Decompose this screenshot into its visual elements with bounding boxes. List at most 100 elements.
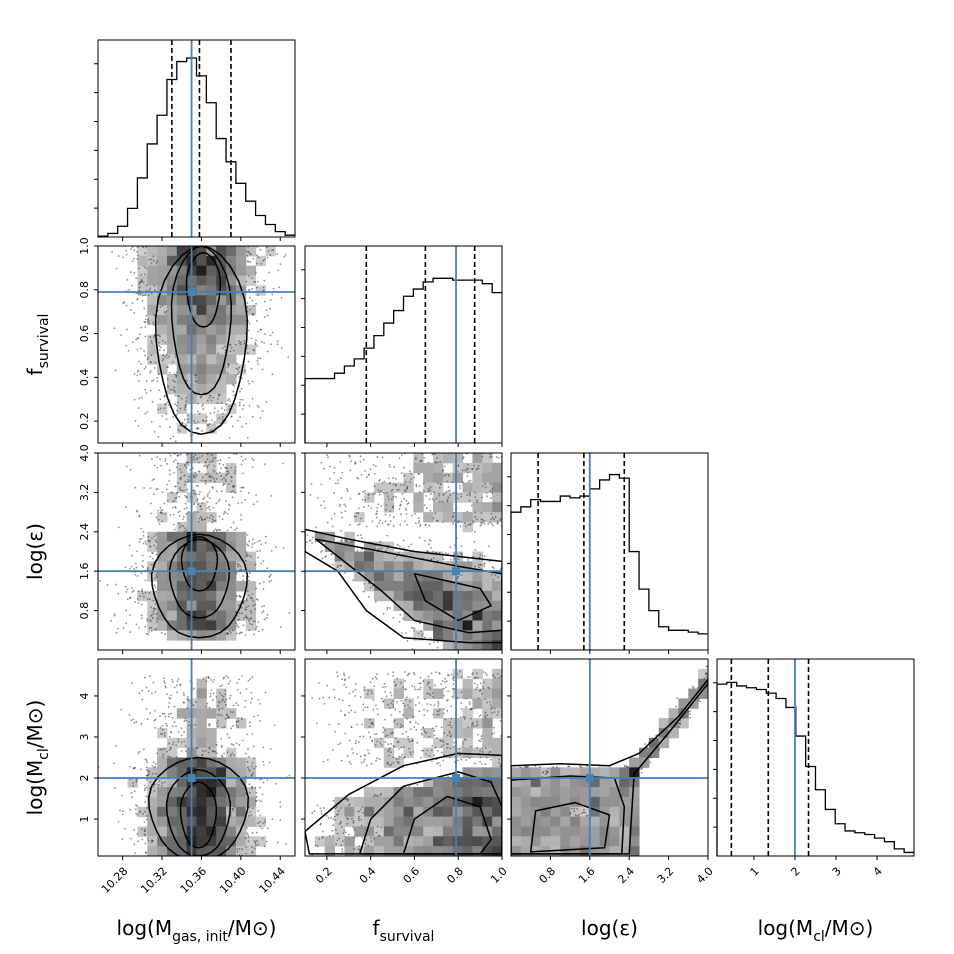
density-cell xyxy=(235,757,247,768)
sample-point xyxy=(405,499,408,502)
sample-point xyxy=(483,654,485,656)
sample-point xyxy=(458,666,460,668)
density-cell xyxy=(462,678,473,690)
sample-point xyxy=(113,612,116,615)
sample-point xyxy=(376,456,379,458)
sample-point xyxy=(141,838,144,841)
sample-point xyxy=(360,824,363,827)
density-cell xyxy=(373,571,385,582)
sample-point xyxy=(251,762,254,764)
density-cell xyxy=(413,551,424,562)
density-cell xyxy=(196,295,207,306)
sample-point xyxy=(142,566,144,569)
sample-point xyxy=(246,352,249,354)
sample-point xyxy=(110,620,112,622)
sample-point xyxy=(150,512,153,515)
sample-point xyxy=(392,483,395,486)
sample-point xyxy=(627,766,630,768)
sample-point xyxy=(397,757,400,760)
density-cell xyxy=(206,590,217,602)
density-cell xyxy=(216,531,227,543)
density-cell xyxy=(196,806,207,818)
density-cell xyxy=(157,796,168,808)
density-cell xyxy=(423,551,434,562)
sample-point xyxy=(443,475,446,477)
sample-point xyxy=(395,758,398,760)
sample-point xyxy=(348,704,351,707)
density-cell xyxy=(550,796,561,808)
panel-frame xyxy=(97,452,296,651)
sample-point xyxy=(151,479,154,482)
sample-point xyxy=(142,542,145,545)
sample-point xyxy=(336,675,339,678)
sample-point xyxy=(143,821,146,824)
sample-point xyxy=(213,470,216,473)
density-cell xyxy=(393,561,404,572)
sample-point xyxy=(246,302,249,304)
sample-point xyxy=(151,400,154,403)
density-cell xyxy=(166,836,178,847)
density-cell xyxy=(433,630,444,641)
density-cell xyxy=(354,571,365,582)
sample-point xyxy=(150,839,153,842)
sample-point xyxy=(364,706,367,709)
sample-point xyxy=(159,507,162,509)
sample-point xyxy=(229,400,232,403)
sample-point xyxy=(340,511,343,514)
sample-point xyxy=(230,743,233,746)
sample-point xyxy=(386,534,389,537)
sample-point xyxy=(138,397,141,400)
sample-point xyxy=(210,689,213,691)
sample-point xyxy=(346,488,348,490)
sample-point xyxy=(227,682,230,685)
sample-point xyxy=(180,734,183,737)
density-cell xyxy=(393,551,404,562)
sample-point xyxy=(179,526,181,529)
sample-point xyxy=(129,567,131,570)
sample-point xyxy=(439,460,442,463)
density-cell xyxy=(206,620,217,631)
sample-point xyxy=(494,676,497,679)
y-tick-label: 1.6 xyxy=(78,562,91,580)
sample-point xyxy=(322,830,324,833)
density-cell xyxy=(540,777,551,788)
sample-point xyxy=(239,596,242,598)
density-cell xyxy=(492,482,502,493)
density-cell xyxy=(540,826,551,837)
density-cell xyxy=(393,816,404,827)
sample-point xyxy=(143,350,145,352)
sample-point xyxy=(208,464,210,466)
density-cell xyxy=(157,600,168,612)
density-cell xyxy=(452,590,464,602)
sample-point xyxy=(493,518,495,521)
sample-point xyxy=(408,470,411,473)
sample-point xyxy=(399,523,402,526)
sample-point xyxy=(168,372,171,374)
sample-point xyxy=(360,537,363,539)
sample-point xyxy=(257,630,260,633)
sample-point xyxy=(255,286,258,289)
density-cell xyxy=(226,630,237,641)
sample-point xyxy=(314,275,316,277)
sample-point xyxy=(201,753,204,756)
sample-point xyxy=(390,498,393,501)
sample-point xyxy=(376,825,379,828)
sample-point xyxy=(427,675,430,678)
sample-point xyxy=(481,521,484,524)
sample-point xyxy=(213,678,216,681)
sample-point xyxy=(171,500,174,503)
sample-point xyxy=(367,595,370,598)
sample-point xyxy=(264,821,266,824)
sample-point xyxy=(242,486,245,489)
sample-point xyxy=(429,486,432,489)
sample-point xyxy=(484,698,487,701)
sample-point xyxy=(488,671,490,673)
density-cell xyxy=(245,757,257,768)
sample-point xyxy=(160,632,163,634)
sample-point xyxy=(272,249,275,251)
sample-point xyxy=(392,525,395,527)
sample-point xyxy=(161,733,164,735)
sample-point xyxy=(397,488,400,491)
density-cell xyxy=(196,767,207,778)
sample-point xyxy=(145,818,148,821)
